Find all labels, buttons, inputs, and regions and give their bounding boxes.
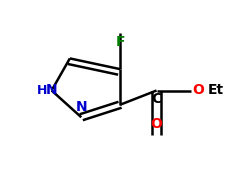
Text: O: O xyxy=(151,117,163,131)
Text: O: O xyxy=(192,83,204,98)
Text: H: H xyxy=(37,84,47,97)
Text: F: F xyxy=(115,35,125,49)
Text: Et: Et xyxy=(208,83,224,98)
Text: N: N xyxy=(76,100,87,114)
Text: N: N xyxy=(46,83,57,98)
Text: C: C xyxy=(152,92,162,106)
